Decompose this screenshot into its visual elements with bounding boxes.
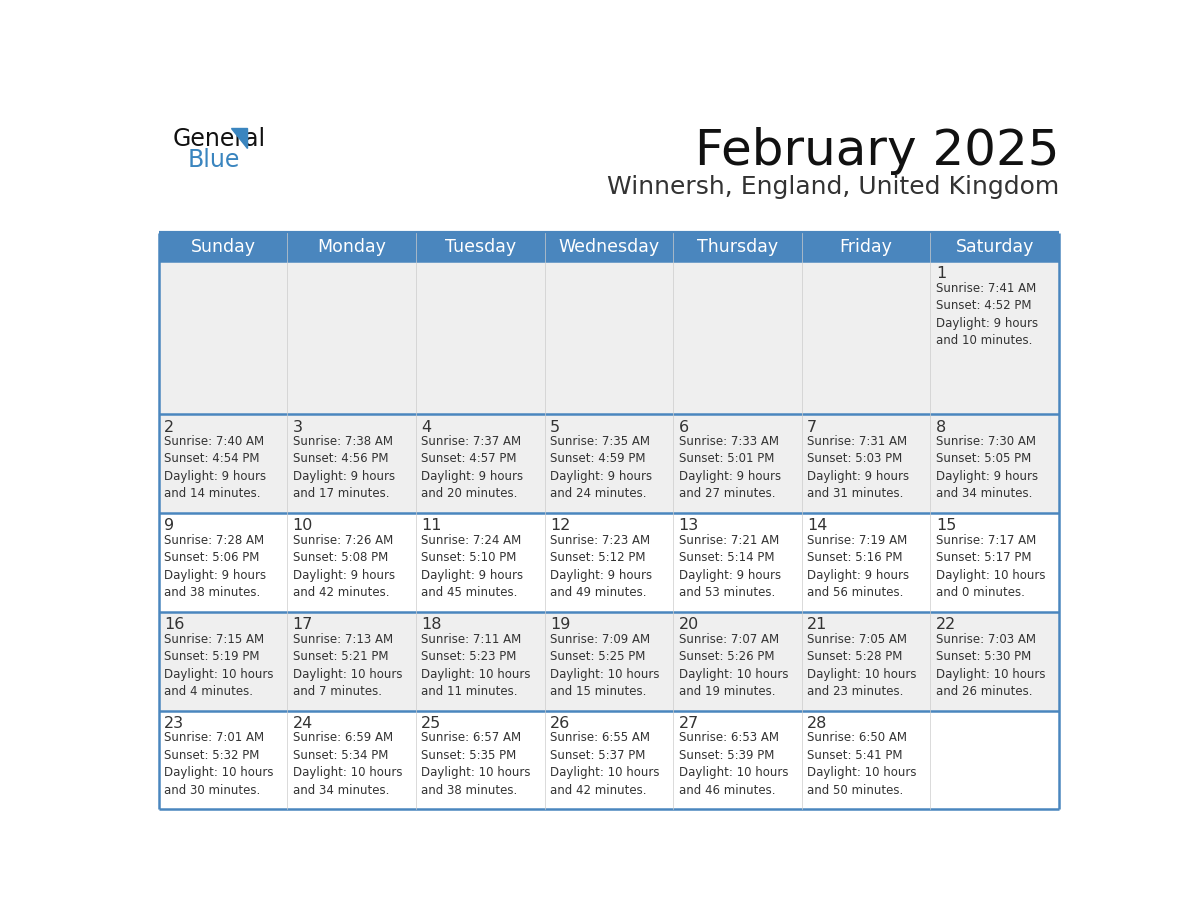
Bar: [158, 233, 1060, 261]
Bar: [158, 261, 1060, 414]
Text: Tuesday: Tuesday: [444, 238, 516, 256]
Text: Sunrise: 7:17 AM
Sunset: 5:17 PM
Daylight: 10 hours
and 0 minutes.: Sunrise: 7:17 AM Sunset: 5:17 PM Dayligh…: [936, 533, 1045, 599]
Text: 20: 20: [678, 617, 699, 633]
Text: 28: 28: [808, 716, 828, 731]
Text: 25: 25: [422, 716, 442, 731]
Text: Saturday: Saturday: [955, 238, 1034, 256]
Text: 26: 26: [550, 716, 570, 731]
Text: 24: 24: [292, 716, 312, 731]
Text: Sunrise: 7:37 AM
Sunset: 4:57 PM
Daylight: 9 hours
and 20 minutes.: Sunrise: 7:37 AM Sunset: 4:57 PM Dayligh…: [422, 435, 524, 500]
Text: 7: 7: [808, 420, 817, 434]
Text: Friday: Friday: [840, 238, 892, 256]
Text: 18: 18: [422, 617, 442, 633]
Text: 15: 15: [936, 519, 956, 533]
Text: 6: 6: [678, 420, 689, 434]
Text: Thursday: Thursday: [697, 238, 778, 256]
Text: Sunrise: 7:15 AM
Sunset: 5:19 PM
Daylight: 10 hours
and 4 minutes.: Sunrise: 7:15 AM Sunset: 5:19 PM Dayligh…: [164, 633, 273, 698]
Text: Wednesday: Wednesday: [558, 238, 659, 256]
Text: Sunrise: 7:31 AM
Sunset: 5:03 PM
Daylight: 9 hours
and 31 minutes.: Sunrise: 7:31 AM Sunset: 5:03 PM Dayligh…: [808, 435, 909, 500]
Bar: [158, 711, 1060, 810]
Text: Sunrise: 6:55 AM
Sunset: 5:37 PM
Daylight: 10 hours
and 42 minutes.: Sunrise: 6:55 AM Sunset: 5:37 PM Dayligh…: [550, 732, 659, 797]
Text: Sunrise: 7:28 AM
Sunset: 5:06 PM
Daylight: 9 hours
and 38 minutes.: Sunrise: 7:28 AM Sunset: 5:06 PM Dayligh…: [164, 533, 266, 599]
Text: Sunrise: 6:53 AM
Sunset: 5:39 PM
Daylight: 10 hours
and 46 minutes.: Sunrise: 6:53 AM Sunset: 5:39 PM Dayligh…: [678, 732, 788, 797]
Text: Sunrise: 7:33 AM
Sunset: 5:01 PM
Daylight: 9 hours
and 27 minutes.: Sunrise: 7:33 AM Sunset: 5:01 PM Dayligh…: [678, 435, 781, 500]
Text: Sunrise: 7:07 AM
Sunset: 5:26 PM
Daylight: 10 hours
and 19 minutes.: Sunrise: 7:07 AM Sunset: 5:26 PM Dayligh…: [678, 633, 788, 698]
Bar: [158, 513, 1060, 611]
Text: Sunrise: 7:26 AM
Sunset: 5:08 PM
Daylight: 9 hours
and 42 minutes.: Sunrise: 7:26 AM Sunset: 5:08 PM Dayligh…: [292, 533, 394, 599]
Text: 3: 3: [292, 420, 303, 434]
Text: Blue: Blue: [188, 148, 240, 172]
Text: 1: 1: [936, 266, 946, 282]
Text: Winnersh, England, United Kingdom: Winnersh, England, United Kingdom: [607, 174, 1060, 199]
Text: Sunrise: 7:01 AM
Sunset: 5:32 PM
Daylight: 10 hours
and 30 minutes.: Sunrise: 7:01 AM Sunset: 5:32 PM Dayligh…: [164, 732, 273, 797]
Text: Sunday: Sunday: [190, 238, 255, 256]
Text: Sunrise: 7:23 AM
Sunset: 5:12 PM
Daylight: 9 hours
and 49 minutes.: Sunrise: 7:23 AM Sunset: 5:12 PM Dayligh…: [550, 533, 652, 599]
Text: Monday: Monday: [317, 238, 386, 256]
Polygon shape: [230, 128, 247, 149]
Text: 22: 22: [936, 617, 956, 633]
Bar: [158, 414, 1060, 513]
Text: Sunrise: 7:35 AM
Sunset: 4:59 PM
Daylight: 9 hours
and 24 minutes.: Sunrise: 7:35 AM Sunset: 4:59 PM Dayligh…: [550, 435, 652, 500]
Text: 14: 14: [808, 519, 828, 533]
Text: Sunrise: 6:57 AM
Sunset: 5:35 PM
Daylight: 10 hours
and 38 minutes.: Sunrise: 6:57 AM Sunset: 5:35 PM Dayligh…: [422, 732, 531, 797]
Text: 12: 12: [550, 519, 570, 533]
Text: 4: 4: [422, 420, 431, 434]
Text: 13: 13: [678, 519, 699, 533]
Text: Sunrise: 7:09 AM
Sunset: 5:25 PM
Daylight: 10 hours
and 15 minutes.: Sunrise: 7:09 AM Sunset: 5:25 PM Dayligh…: [550, 633, 659, 698]
Text: Sunrise: 7:30 AM
Sunset: 5:05 PM
Daylight: 9 hours
and 34 minutes.: Sunrise: 7:30 AM Sunset: 5:05 PM Dayligh…: [936, 435, 1038, 500]
Text: 10: 10: [292, 519, 312, 533]
Text: 9: 9: [164, 519, 175, 533]
Text: Sunrise: 7:41 AM
Sunset: 4:52 PM
Daylight: 9 hours
and 10 minutes.: Sunrise: 7:41 AM Sunset: 4:52 PM Dayligh…: [936, 282, 1038, 347]
Text: Sunrise: 7:24 AM
Sunset: 5:10 PM
Daylight: 9 hours
and 45 minutes.: Sunrise: 7:24 AM Sunset: 5:10 PM Dayligh…: [422, 533, 524, 599]
Text: Sunrise: 7:21 AM
Sunset: 5:14 PM
Daylight: 9 hours
and 53 minutes.: Sunrise: 7:21 AM Sunset: 5:14 PM Dayligh…: [678, 533, 781, 599]
Text: Sunrise: 7:03 AM
Sunset: 5:30 PM
Daylight: 10 hours
and 26 minutes.: Sunrise: 7:03 AM Sunset: 5:30 PM Dayligh…: [936, 633, 1045, 698]
Text: February 2025: February 2025: [695, 127, 1060, 175]
Text: 16: 16: [164, 617, 184, 633]
Text: Sunrise: 7:38 AM
Sunset: 4:56 PM
Daylight: 9 hours
and 17 minutes.: Sunrise: 7:38 AM Sunset: 4:56 PM Dayligh…: [292, 435, 394, 500]
Text: Sunrise: 7:40 AM
Sunset: 4:54 PM
Daylight: 9 hours
and 14 minutes.: Sunrise: 7:40 AM Sunset: 4:54 PM Dayligh…: [164, 435, 266, 500]
Text: 11: 11: [422, 519, 442, 533]
Text: 23: 23: [164, 716, 184, 731]
Text: Sunrise: 6:50 AM
Sunset: 5:41 PM
Daylight: 10 hours
and 50 minutes.: Sunrise: 6:50 AM Sunset: 5:41 PM Dayligh…: [808, 732, 917, 797]
Text: Sunrise: 7:13 AM
Sunset: 5:21 PM
Daylight: 10 hours
and 7 minutes.: Sunrise: 7:13 AM Sunset: 5:21 PM Dayligh…: [292, 633, 403, 698]
Text: Sunrise: 7:05 AM
Sunset: 5:28 PM
Daylight: 10 hours
and 23 minutes.: Sunrise: 7:05 AM Sunset: 5:28 PM Dayligh…: [808, 633, 917, 698]
Text: Sunrise: 6:59 AM
Sunset: 5:34 PM
Daylight: 10 hours
and 34 minutes.: Sunrise: 6:59 AM Sunset: 5:34 PM Dayligh…: [292, 732, 403, 797]
Text: General: General: [172, 127, 266, 151]
Text: 5: 5: [550, 420, 560, 434]
Text: 21: 21: [808, 617, 828, 633]
Text: 27: 27: [678, 716, 699, 731]
Text: Sunrise: 7:11 AM
Sunset: 5:23 PM
Daylight: 10 hours
and 11 minutes.: Sunrise: 7:11 AM Sunset: 5:23 PM Dayligh…: [422, 633, 531, 698]
Text: 17: 17: [292, 617, 312, 633]
Text: 2: 2: [164, 420, 175, 434]
Text: 8: 8: [936, 420, 946, 434]
Text: 19: 19: [550, 617, 570, 633]
Bar: [158, 611, 1060, 711]
Text: Sunrise: 7:19 AM
Sunset: 5:16 PM
Daylight: 9 hours
and 56 minutes.: Sunrise: 7:19 AM Sunset: 5:16 PM Dayligh…: [808, 533, 909, 599]
